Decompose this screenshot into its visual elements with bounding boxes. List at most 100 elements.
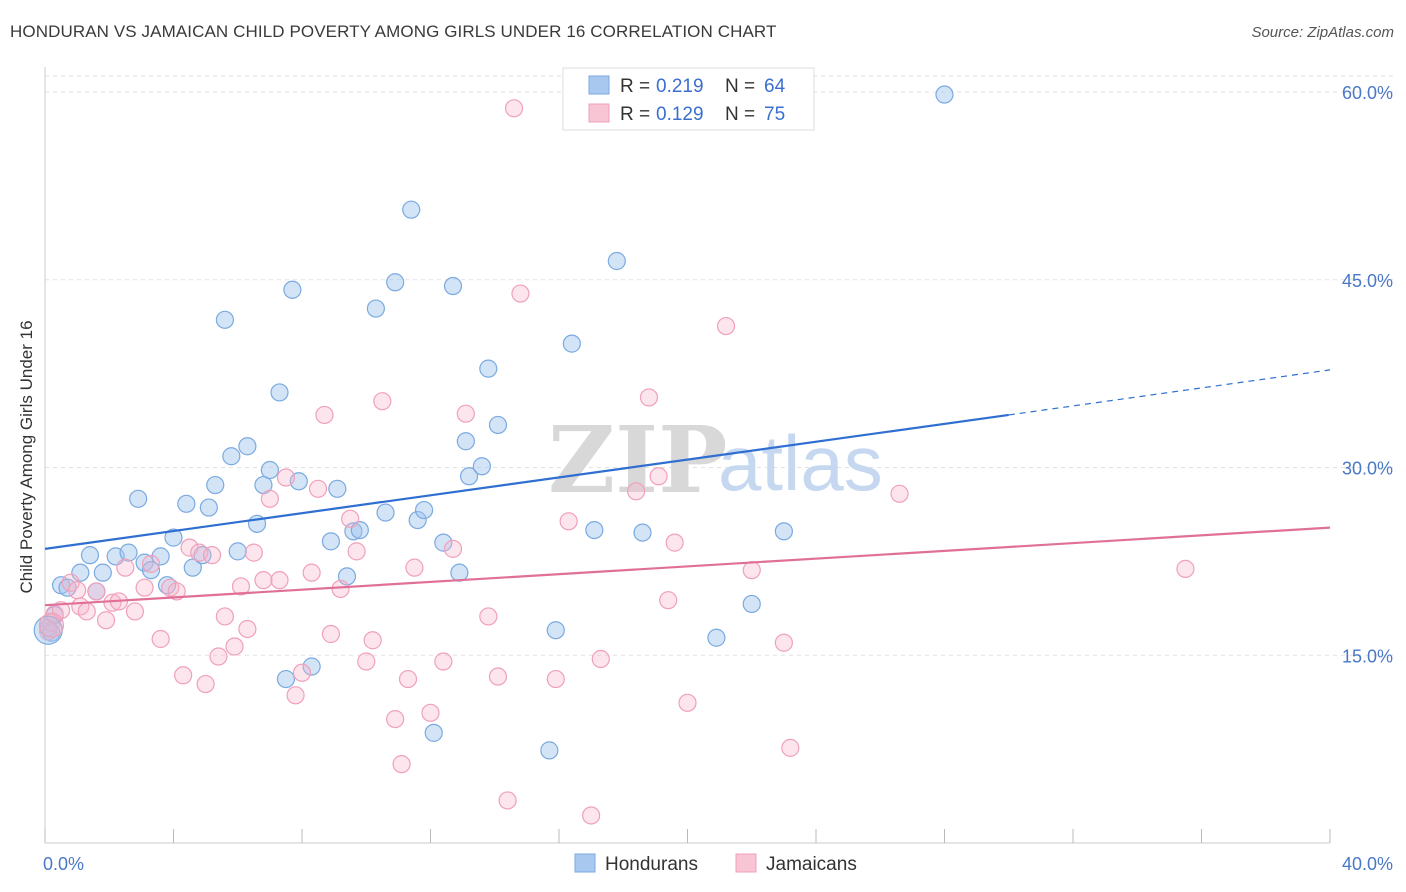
jamaican-point-20 xyxy=(180,538,199,557)
legend-n-label-2: N = xyxy=(725,104,755,125)
jamaican-point-58 xyxy=(511,284,530,303)
y-tick-label-45: 45.0% xyxy=(1342,271,1393,291)
jamaican-point-63 xyxy=(626,482,646,501)
bottom-legend-label-jamaicans: Jamaicans xyxy=(766,854,857,875)
legend-swatch-hondurans xyxy=(588,75,610,95)
honduran-point-55 xyxy=(546,621,565,640)
honduran-point-6 xyxy=(80,546,100,565)
y-tick-label-60: 60.0% xyxy=(1342,83,1393,103)
jamaican-point-34 xyxy=(286,686,305,705)
y-axis-title: Child Poverty Among Girls Under 16 xyxy=(17,320,36,593)
honduran-point-14 xyxy=(151,547,170,566)
jamaican-point-19 xyxy=(174,666,193,685)
jamaican-point-28 xyxy=(238,619,257,639)
jamaican-point-39 xyxy=(321,624,341,644)
trend-lines xyxy=(44,369,1331,607)
watermark-zip: ZIP xyxy=(548,406,727,514)
honduran-point-39 xyxy=(366,299,385,318)
jamaican-point-70 xyxy=(742,561,761,580)
bottom-legend: Hondurans Jamaicans xyxy=(574,853,857,875)
honduran-point-47 xyxy=(443,276,463,296)
watermark-atlas: atlas xyxy=(718,419,883,507)
honduran-point-10 xyxy=(119,543,138,562)
bottom-legend-swatch-jamaicans xyxy=(735,853,757,873)
honduran-point-15 xyxy=(157,576,177,595)
honduran-point-33 xyxy=(302,657,321,676)
honduran-point-12 xyxy=(135,553,154,572)
jamaican-point-41 xyxy=(341,509,360,528)
honduran-point-28 xyxy=(260,460,279,480)
honduran-point-59 xyxy=(707,628,726,647)
jamaican-point-49 xyxy=(405,558,424,577)
jamaican-point-27 xyxy=(231,577,251,596)
jamaican-point-35 xyxy=(292,663,312,682)
jamaican-point-12 xyxy=(116,558,135,577)
honduran-point-46 xyxy=(434,533,453,552)
jamaican-point-36 xyxy=(302,563,321,582)
jamaican-point-8 xyxy=(87,582,106,601)
honduran-point-50 xyxy=(459,467,479,486)
jamaican-point-46 xyxy=(386,709,405,729)
honduran-point-60 xyxy=(742,594,761,614)
honduran-point-13 xyxy=(141,561,161,580)
honduran-point-31 xyxy=(283,280,302,299)
jamaican-point-66 xyxy=(659,591,678,610)
jamaican-point-38 xyxy=(315,405,334,425)
jamaican-point-47 xyxy=(392,755,411,774)
jamaican-point-13 xyxy=(125,602,145,621)
honduran-point-25 xyxy=(238,437,257,456)
jamaican-point-32 xyxy=(270,571,289,590)
honduran-point-21 xyxy=(206,475,225,495)
x-tick-label-min: 0.0% xyxy=(43,854,84,874)
honduran-point-48 xyxy=(450,563,469,582)
jamaican-point-31 xyxy=(260,489,279,508)
jamaican-point-42 xyxy=(347,542,366,561)
jamaican-point-37 xyxy=(308,479,328,498)
jamaican-point-55 xyxy=(488,667,508,686)
jamaican-point-26 xyxy=(225,637,244,656)
jamaican-point-9 xyxy=(96,611,116,630)
jamaican-point-7 xyxy=(77,602,96,621)
jamaican-point-48 xyxy=(398,669,418,689)
honduran-point-23 xyxy=(222,447,241,466)
honduran-point-61 xyxy=(774,522,793,541)
jamaican-point-53 xyxy=(456,404,475,423)
honduran-point-11 xyxy=(129,489,148,508)
legend-r-value-2: 0.129 xyxy=(656,104,704,125)
honduran-point-24 xyxy=(228,542,247,561)
jamaican-point-52 xyxy=(443,539,463,558)
jamaican-point-51 xyxy=(434,652,453,671)
honduran-point-43 xyxy=(408,510,427,530)
bottom-legend-label-hondurans: Hondurans xyxy=(605,854,698,875)
axes xyxy=(44,67,1331,844)
chart-source: Source: ZipAtlas.com xyxy=(1251,24,1394,41)
honduran-trend-line xyxy=(44,413,1009,550)
jamaican-point-62 xyxy=(591,649,610,669)
jamaican-point-61 xyxy=(582,806,601,825)
honduran-point-20 xyxy=(199,498,218,517)
jamaican-point-72 xyxy=(781,738,800,757)
jamaican-point-5 xyxy=(68,581,87,600)
x-tick-labels: 0.0% 40.0% xyxy=(43,854,1393,874)
stats-legend: R = 0.219 N = 64 R = 0.129 N = 75 xyxy=(562,67,815,131)
honduran-point-30 xyxy=(276,669,296,689)
jamaican-point-16 xyxy=(151,629,170,649)
jamaican-point-43 xyxy=(357,652,376,671)
jamaican-point-74 xyxy=(1176,559,1195,578)
honduran-point-34 xyxy=(321,532,341,551)
jamaican-point-18 xyxy=(167,582,186,601)
jamaican-point-14 xyxy=(135,578,154,597)
honduran-point-41 xyxy=(386,273,405,292)
jamaican-point-40 xyxy=(331,579,350,599)
honduran-point-53 xyxy=(488,415,508,435)
jamaican-point-45 xyxy=(373,392,392,411)
jamaican-point-4 xyxy=(61,573,80,592)
jamaican-point-56 xyxy=(498,791,517,810)
jamaican-point-25 xyxy=(215,607,234,626)
jamaican-point-54 xyxy=(479,607,498,626)
jamaican-point-69 xyxy=(716,316,736,336)
legend-n-value-1: 64 xyxy=(764,76,786,97)
chart-title: HONDURAN VS JAMAICAN CHILD POVERTY AMONG… xyxy=(10,22,777,41)
jamaican-point-23 xyxy=(202,546,222,565)
